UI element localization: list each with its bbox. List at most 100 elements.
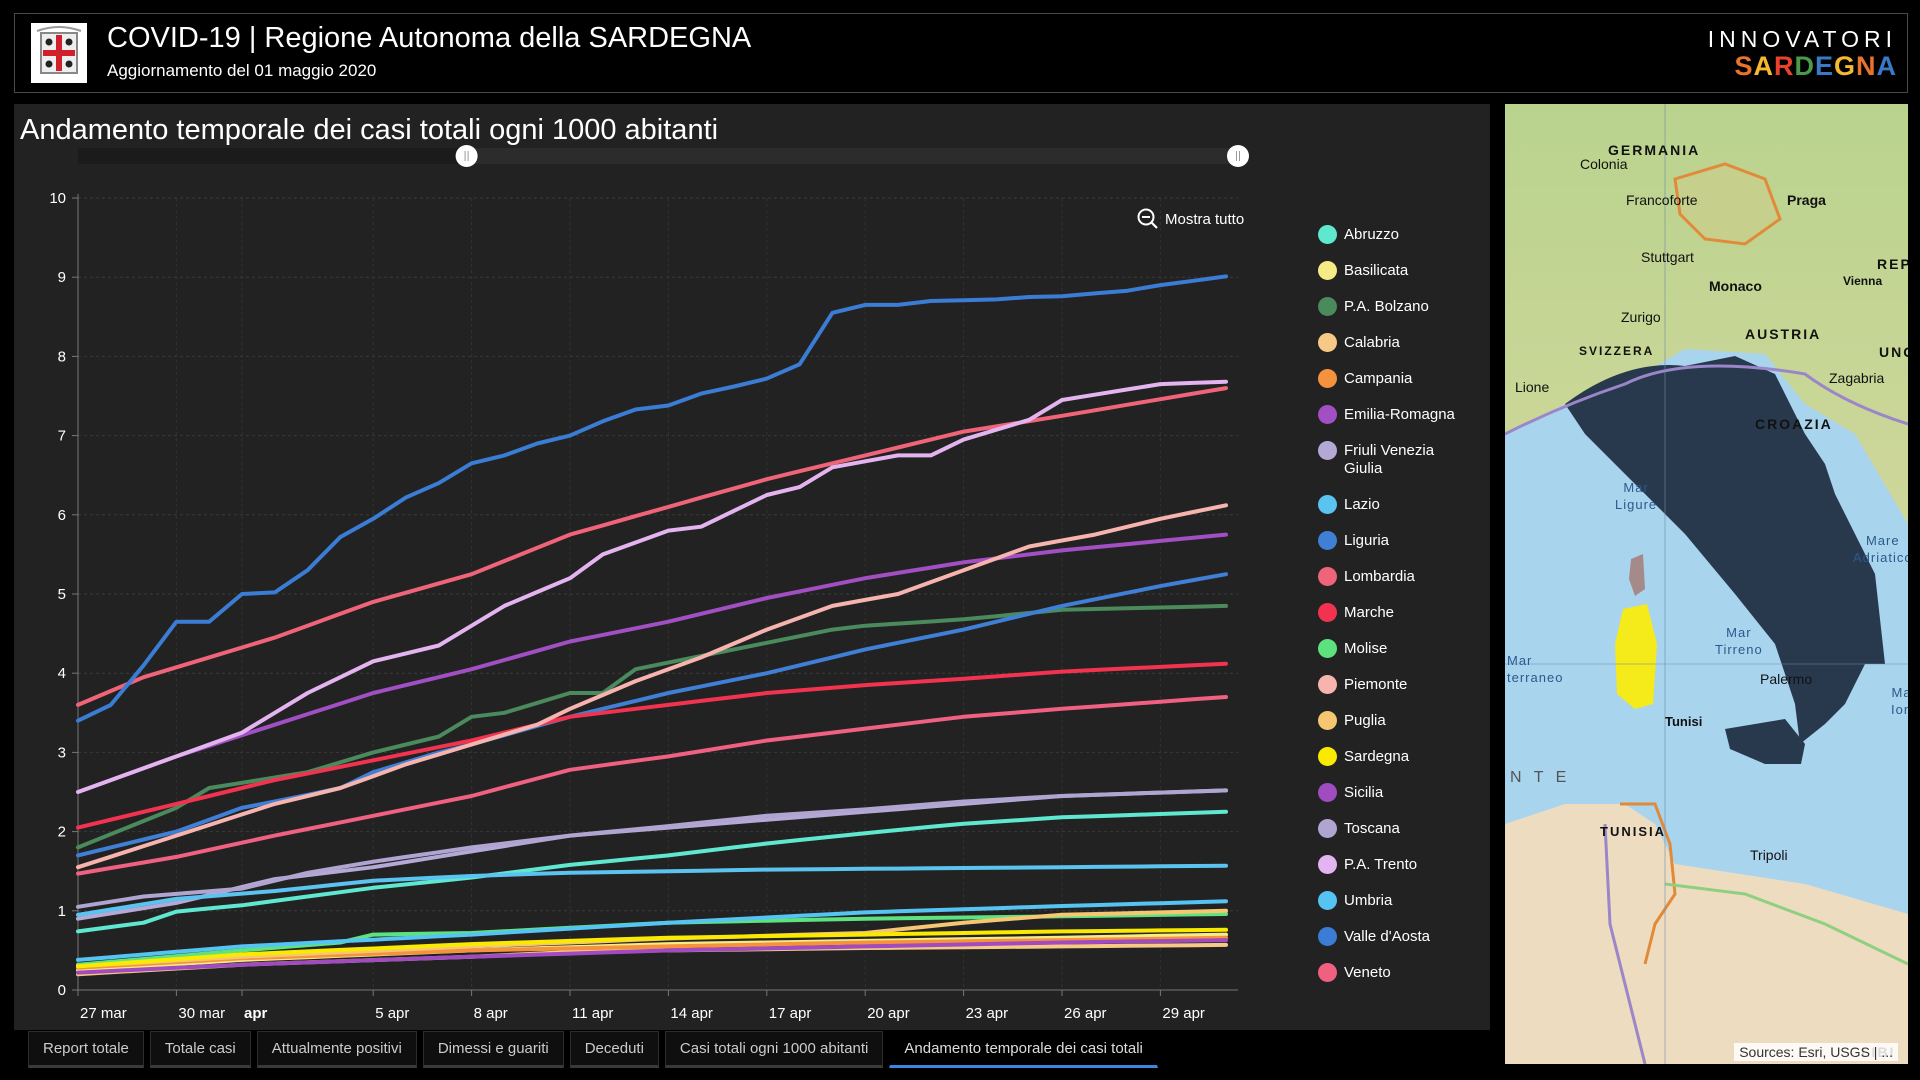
data-point[interactable] [896,932,900,936]
data-point[interactable] [273,889,277,893]
tab-report-totale[interactable]: Report totale [28,1031,144,1068]
data-point[interactable] [765,915,769,920]
data-point[interactable] [404,951,408,955]
data-point[interactable] [207,823,211,827]
data-point[interactable] [306,794,310,798]
data-point[interactable] [1060,944,1064,949]
data-point[interactable] [929,299,933,303]
data-point[interactable] [798,914,802,918]
data-point[interactable] [896,909,900,913]
data-point[interactable] [76,905,80,909]
data-point[interactable] [142,894,146,899]
data-point[interactable] [1060,940,1064,945]
data-point[interactable] [240,948,244,953]
data-point[interactable] [994,819,999,824]
data-point[interactable] [1060,794,1064,798]
data-point[interactable] [1126,591,1130,595]
data-point[interactable] [896,571,900,575]
data-point[interactable] [830,933,835,937]
data-point[interactable] [1093,668,1097,672]
data-point[interactable] [863,727,867,731]
data-point[interactable] [502,930,506,935]
data-point[interactable] [207,848,211,852]
data-point[interactable] [174,909,178,914]
range-slider-start-handle[interactable] [455,145,478,167]
data-point[interactable] [142,837,146,842]
series-line-piemonte[interactable] [76,503,1228,870]
data-point[interactable] [142,906,146,910]
data-point[interactable] [732,604,736,608]
data-point[interactable] [207,947,211,951]
data-point[interactable] [1093,408,1097,412]
data-point[interactable] [174,950,178,954]
data-point[interactable] [371,770,375,774]
data-point[interactable] [765,376,769,381]
data-point[interactable] [830,311,835,315]
data-point[interactable] [896,453,900,457]
data-point[interactable] [437,481,441,485]
data-point[interactable] [699,821,703,825]
data-point[interactable] [568,863,572,867]
data-point[interactable] [437,949,441,954]
data-point[interactable] [1060,604,1064,608]
data-point[interactable] [404,936,408,940]
data-point[interactable] [273,951,277,955]
data-point[interactable] [240,781,244,785]
data-point[interactable] [1191,864,1195,868]
data-point[interactable] [1093,533,1097,537]
data-point[interactable] [896,916,900,920]
data-point[interactable] [207,951,211,955]
data-point[interactable] [929,908,933,912]
data-point[interactable] [994,798,999,802]
data-point[interactable] [666,505,671,509]
data-point[interactable] [142,819,146,823]
data-point[interactable] [273,899,277,903]
data-point[interactable] [1027,930,1031,934]
data-point[interactable] [732,820,736,824]
data-point[interactable] [470,942,474,946]
data-point[interactable] [732,935,736,939]
data-point[interactable] [568,576,572,580]
data-point[interactable] [765,596,769,600]
data-point[interactable] [1126,929,1130,933]
data-point[interactable] [109,703,113,707]
data-point[interactable] [470,955,474,959]
data-point[interactable] [470,667,474,671]
series-line-lazio[interactable] [76,863,1228,917]
data-point[interactable] [994,556,999,560]
data-point[interactable] [1158,934,1162,938]
data-point[interactable] [174,901,178,905]
data-point[interactable] [437,643,441,648]
data-point[interactable] [338,535,342,539]
data-point[interactable] [109,778,113,782]
data-point[interactable] [601,763,605,767]
data-point[interactable] [1224,788,1228,793]
data-point[interactable] [601,711,605,715]
data-point[interactable] [699,944,703,948]
data-point[interactable] [732,647,736,652]
data-point[interactable] [1191,928,1195,932]
data-point[interactable] [994,918,999,922]
data-point[interactable] [830,809,835,814]
data-point[interactable] [174,966,178,970]
data-point[interactable] [1158,928,1162,933]
data-point[interactable] [76,853,80,857]
data-point[interactable] [896,866,900,871]
data-point[interactable] [535,701,539,705]
data-point[interactable] [798,663,802,667]
data-point[interactable] [798,946,802,950]
data-point[interactable] [896,723,900,727]
data-point[interactable] [568,939,572,943]
data-point[interactable] [929,916,933,920]
data-point[interactable] [634,870,638,874]
data-point[interactable] [371,814,375,818]
data-point[interactable] [502,948,506,952]
data-point[interactable] [1027,295,1031,299]
data-point[interactable] [929,619,933,624]
data-point[interactable] [863,940,867,945]
data-point[interactable] [142,921,146,925]
data-point[interactable] [174,954,178,958]
data-point[interactable] [699,525,703,529]
data-point[interactable] [338,890,342,894]
data-point[interactable] [732,695,736,699]
